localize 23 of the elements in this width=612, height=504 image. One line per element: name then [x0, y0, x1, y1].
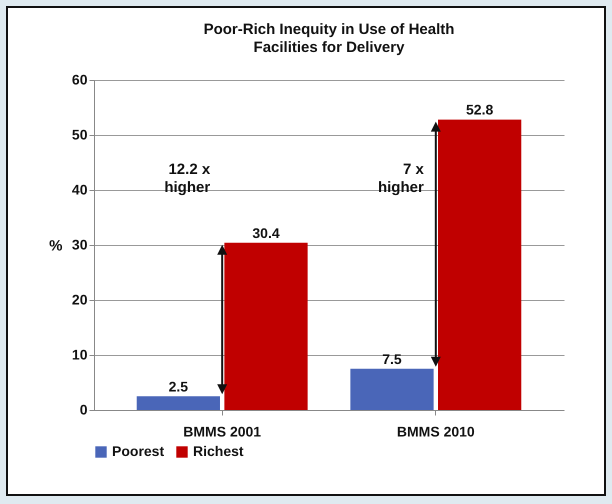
data-label: 30.4 — [252, 224, 280, 241]
data-label: 7.5 — [382, 350, 402, 367]
annotation: 7 x higher — [378, 161, 424, 196]
y-tick-label: 40 — [72, 182, 88, 198]
x-tick-label: BMMS 2001 — [183, 424, 262, 440]
bar — [224, 242, 308, 410]
y-tick-label: 30 — [72, 236, 88, 252]
annotation: 12.2 x higher — [164, 161, 211, 196]
chart-title: Poor-Rich Inequity in Use of Health Facilities for Delivery — [204, 21, 454, 56]
x-tick-label: BMMS 2010 — [396, 424, 475, 440]
y-tick-label: 10 — [72, 346, 88, 362]
y-tick-label: 0 — [80, 402, 88, 418]
bar — [438, 120, 522, 410]
legend-label: Poorest — [112, 443, 164, 459]
y-tick-label: 20 — [72, 292, 88, 308]
y-tick-label: 50 — [72, 126, 88, 142]
bar — [350, 368, 434, 410]
bar — [136, 396, 220, 410]
data-label: 2.5 — [168, 378, 188, 394]
y-tick-label: 60 — [72, 72, 88, 88]
legend-label: Richest — [193, 443, 244, 459]
y-axis-title: % — [49, 238, 62, 254]
data-label: 52.8 — [466, 102, 494, 118]
